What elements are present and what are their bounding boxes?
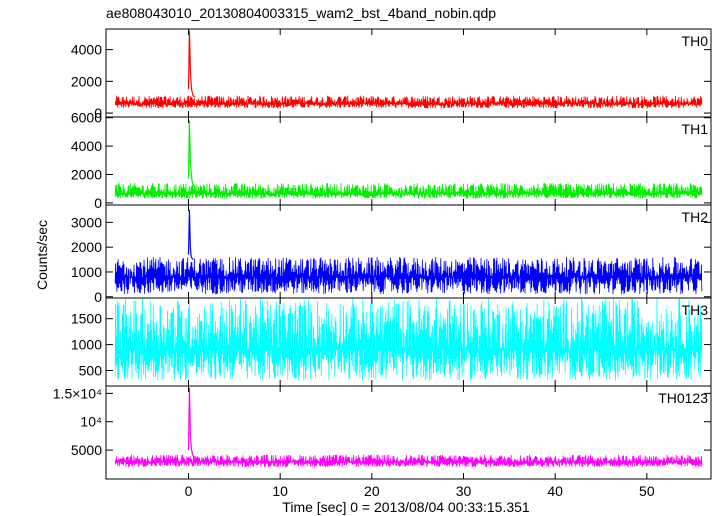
- x-tick-label: 50: [639, 483, 655, 499]
- panel-th0123: 5000 10⁴ 1.5×10⁴ TH0123: [53, 385, 712, 480]
- y-tick-label: 0: [94, 195, 102, 211]
- trace-th3: [114, 298, 703, 381]
- panel-th0: 0 2000 4000 TH0: [71, 28, 712, 121]
- y-tick-label: 4000: [71, 42, 102, 58]
- x-tick-label: 0: [185, 483, 193, 499]
- x-tick-label: 20: [364, 483, 380, 499]
- x-tick-label: 30: [456, 483, 472, 499]
- y-tick-label: 3000: [71, 214, 102, 230]
- burst-spike-th0123: [187, 387, 196, 459]
- y-tick-label: 2000: [71, 166, 102, 182]
- x-tick-labels: 0 10 20 30 40 50: [185, 483, 655, 499]
- burst-spike-th0: [187, 30, 196, 98]
- panel-label: TH2: [682, 209, 709, 225]
- panel-label: TH1: [682, 121, 709, 137]
- burst-spike-th1: [187, 120, 196, 188]
- y-tick-label: 0: [94, 105, 102, 121]
- x-tick-label: 40: [547, 483, 563, 499]
- panel-label: TH0: [682, 33, 709, 49]
- trace-th2: [114, 257, 703, 295]
- x-tick-label: 10: [272, 483, 288, 499]
- x-axis-label: Time [sec] 0 = 2013/08/04 00:33:15.351: [282, 499, 530, 515]
- panel-th3: 500 1000 1500 TH3: [71, 297, 712, 387]
- y-tick-label: 0: [94, 289, 102, 305]
- trace-th1: [114, 182, 703, 199]
- y-tick-label: 5000: [71, 442, 102, 458]
- y-tick-label: 500: [79, 362, 103, 378]
- y-tick-label: 1.5×10⁴: [53, 385, 102, 401]
- panel-th2: 0 1000 2000 3000 TH2: [71, 204, 712, 305]
- y-tick-label: 2000: [71, 73, 102, 89]
- y-tick-label: 10⁴: [80, 414, 102, 430]
- burst-spike-th2: [187, 209, 194, 260]
- panel-label: TH0123: [658, 390, 708, 406]
- y-tick-label: 6000: [71, 110, 102, 126]
- y-tick-label: 1000: [71, 264, 102, 280]
- panels: 0 2000 4000 TH0 0 2000 4000 6000 TH1 0 1000 2000 300…: [53, 28, 712, 480]
- y-tick-label: 1000: [71, 337, 102, 353]
- y-tick-label: 1500: [71, 311, 102, 327]
- y-tick-label: 4000: [71, 138, 102, 154]
- y-axis-label: Counts/sec: [34, 220, 50, 290]
- panel-th1: 0 2000 4000 6000 TH1: [71, 110, 712, 211]
- panel-frame: [105, 385, 712, 480]
- panel-label: TH3: [682, 302, 709, 318]
- y-tick-label: 2000: [71, 239, 102, 255]
- chart-title: ae808043010_20130804003315_wam2_bst_4ban…: [106, 5, 496, 21]
- trace-th0: [114, 95, 703, 109]
- trace-th0123: [114, 454, 703, 468]
